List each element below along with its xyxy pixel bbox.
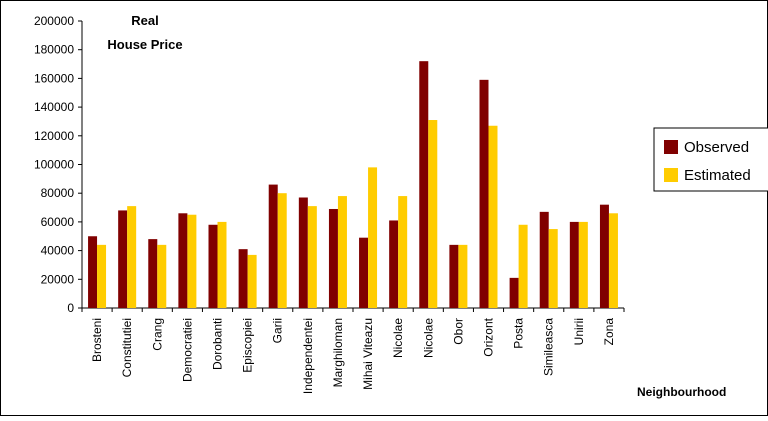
bar-observed [88,236,98,308]
bar-estimated [127,206,137,308]
bar-estimated [398,196,408,308]
bar-observed [479,79,489,309]
bar-estimated [608,213,618,308]
x-tick-label: Mihai Viteazu [361,318,375,390]
x-tick-label: Zona [602,318,616,346]
bar-estimated [217,221,227,308]
legend-label-estimated: Estimated [684,167,751,184]
y-tick-label: 180000 [34,43,74,57]
y-tick-label: 80000 [41,186,75,200]
x-tick-label: Episcopiei [241,318,255,373]
bar-observed [539,211,549,308]
bar-estimated [428,120,438,308]
x-axis-label: Neighbourhood [637,385,726,399]
bar-observed [178,213,188,308]
y-tick-label: 140000 [34,100,74,114]
x-tick-label: Crang [150,318,164,351]
x-tick-label: Orizont [482,317,496,356]
y-axis: 0 20000 40000 60000 80000 100000 120000 140000 1… [34,14,83,315]
bar-estimated [488,125,498,308]
x-tick-label: Simileasca [542,318,556,376]
bar-observed [389,220,399,308]
bar-estimated [307,206,317,308]
y-tick-label: 20000 [41,272,75,286]
legend-swatch-observed [664,140,678,154]
bar-observed [208,224,218,308]
x-tick-label: Garii [271,318,285,343]
bar-estimated [578,221,588,308]
x-tick-label: Dorobanti [211,318,225,370]
x-tick-label: Independentei [301,318,315,394]
x-tick-label: Democratiei [180,318,194,382]
bar-estimated [187,214,197,308]
bar-estimated [337,196,347,308]
bar-observed [328,208,338,308]
y-tick-label: 200000 [34,14,74,28]
bar-observed [359,237,369,308]
x-tick-label: Nicolae [421,318,435,358]
chart-title-line2: House Price [107,37,182,52]
bar-estimated [277,193,287,308]
chart-title-line1: Real [131,13,158,28]
y-tick-label: 60000 [41,215,75,229]
x-tick-label: Nicolae [391,318,405,358]
bar-observed [118,210,128,308]
x-tick-label: Constitutiei [120,318,134,377]
bar-estimated [458,244,468,308]
x-tick-label: Posta [512,318,526,349]
y-tick-label: 0 [67,301,74,315]
bars [88,61,618,309]
bar-observed [298,197,308,308]
x-tick-label: Obor [451,318,465,345]
x-tick-label: Unirii [572,318,586,345]
bar-observed [449,244,459,308]
x-axis: Brosteni Constitutiei Crang Democratiei Doro… [81,307,625,394]
bar-observed [419,61,429,309]
bar-observed [238,249,248,308]
y-tick-label: 160000 [34,71,74,85]
legend-label-observed: Observed [684,139,749,156]
bar-estimated [247,254,257,308]
y-tick-label: 120000 [34,129,74,143]
bar-estimated [548,229,558,308]
x-tick-label: Marghiloman [331,318,345,387]
bar-estimated [368,167,378,308]
bar-observed [599,204,609,308]
y-tick-label: 40000 [41,244,75,258]
bar-observed [268,184,278,308]
bar-observed [509,277,519,308]
bar-estimated [157,244,167,308]
bar-estimated [97,244,107,308]
bar-observed [569,221,579,308]
legend-swatch-estimated [664,168,678,182]
legend: Observed Estimated [653,127,768,192]
y-tick-label: 100000 [34,158,74,172]
bar-observed [148,239,158,308]
bar-estimated [518,224,528,308]
x-tick-label: Brosteni [90,318,104,362]
